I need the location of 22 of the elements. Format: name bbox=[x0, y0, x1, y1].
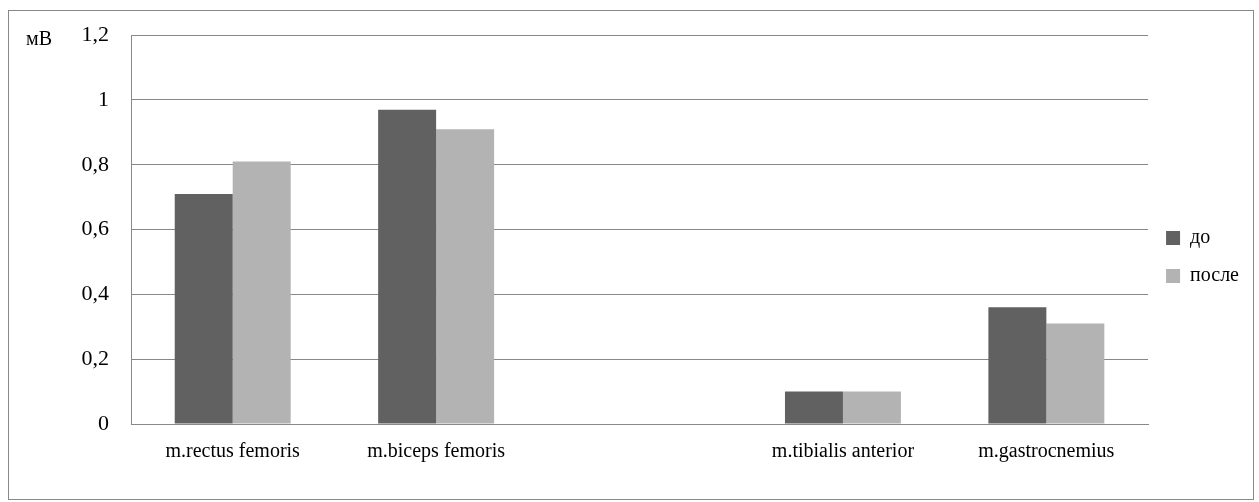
legend-label: до bbox=[1190, 225, 1211, 249]
bar bbox=[988, 307, 1047, 424]
y-tick-label: 0,6 bbox=[81, 215, 109, 241]
y-axis-title: мВ bbox=[26, 27, 52, 50]
bar bbox=[378, 109, 437, 424]
legend-label: после bbox=[1190, 263, 1240, 286]
y-tick-label: 0,4 bbox=[81, 280, 109, 306]
x-tick-label: m.tibialis anterior bbox=[771, 439, 915, 462]
y-tick-label: 1 bbox=[98, 85, 109, 111]
x-tick-label: m.gastrocnemius bbox=[978, 439, 1115, 463]
y-tick-label: 0,2 bbox=[81, 344, 109, 370]
y-tick-label: 1,2 bbox=[81, 20, 109, 46]
x-tick-label: m.rectus femoris bbox=[165, 439, 301, 462]
x-tick-label: m.biceps femoris bbox=[367, 439, 506, 463]
bar bbox=[1046, 323, 1105, 424]
bar bbox=[784, 391, 843, 424]
y-tick-label: 0,8 bbox=[81, 150, 109, 176]
bar bbox=[232, 161, 291, 424]
bar bbox=[436, 129, 495, 424]
y-tick-label: 0 bbox=[98, 409, 109, 435]
bar bbox=[842, 391, 901, 424]
bar bbox=[174, 193, 233, 424]
